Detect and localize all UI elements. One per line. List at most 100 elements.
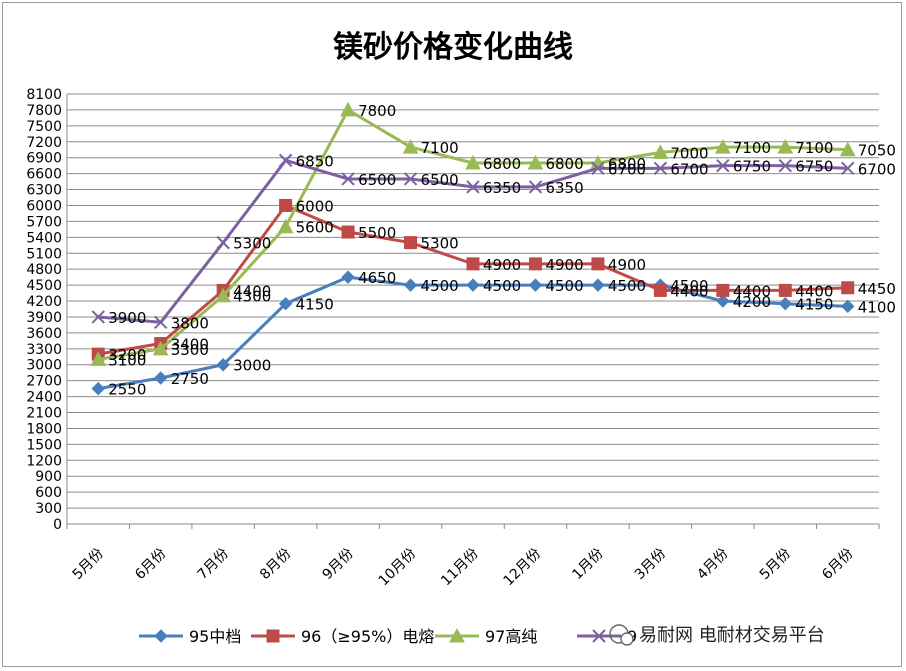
data-label: 6700: [608, 160, 646, 178]
data-point: [466, 180, 480, 194]
y-tick-label: 2400: [26, 390, 62, 406]
y-tick-label: 4500: [26, 278, 62, 294]
x-tick-label: 12月份: [501, 546, 545, 590]
gridlines: [66, 93, 879, 525]
data-label: 4900: [483, 256, 521, 274]
data-point: [402, 139, 419, 154]
data-point: [591, 257, 605, 271]
x-tick-label: 10月份: [376, 546, 420, 590]
x-axis-ticks: 5月份 6月份 7月份 8月份 9月份 10月份 11月份 12月份 1月份 3月份 4月份 5月份 6…: [66, 524, 880, 590]
data-point: [341, 172, 355, 186]
data-label: 4300: [233, 288, 271, 306]
data-label: 3200: [108, 346, 146, 364]
y-tick-label: 8100: [26, 87, 62, 103]
data-label: 5300: [233, 235, 271, 253]
data-point: [528, 180, 543, 194]
data-point: [215, 287, 231, 303]
legend-marker: [592, 629, 606, 643]
data-point: [341, 225, 355, 239]
y-tick-label: 300: [35, 501, 62, 517]
data-point: [153, 371, 168, 385]
y-tick-label: 3600: [26, 326, 62, 342]
data-label: 6750: [795, 158, 833, 176]
data-point: [778, 283, 792, 297]
x-tick-label: 6月份: [132, 546, 169, 583]
x-tick-label: 3月份: [632, 546, 669, 583]
y-tick-label: 3900: [26, 310, 62, 326]
data-label: 4200: [733, 293, 771, 311]
data-point: [466, 257, 480, 271]
data-label: 6000: [296, 197, 334, 215]
legend-marker: [154, 629, 168, 643]
x-tick-label: 5月份: [70, 546, 107, 583]
data-label: 6800: [545, 155, 583, 173]
data-label: 5600: [296, 219, 334, 237]
data-label: 4500: [545, 277, 583, 295]
line-chart: 镁砂价格变化曲线 0300600900120015001800210024002…: [26, 30, 896, 646]
data-label: 5300: [421, 235, 459, 253]
data-label: 7100: [795, 139, 833, 157]
x-tick-label: 11月份: [438, 546, 482, 590]
data-label: 5500: [358, 224, 396, 242]
data-label: 6700: [858, 160, 896, 178]
data-point: [841, 161, 855, 176]
legend-label: 95中档: [189, 627, 241, 646]
y-axis-ticks: 0300600900120015001800210024002700300033…: [26, 87, 62, 533]
data-point: [841, 281, 855, 295]
data-point: [652, 144, 669, 159]
watermark: 易耐网 电耐材交易平台: [609, 624, 825, 646]
y-tick-label: 600: [35, 485, 62, 501]
y-tick-label: 6900: [26, 151, 62, 167]
data-point: [278, 153, 293, 168]
data-label: 3300: [171, 341, 209, 359]
y-tick-label: 900: [35, 469, 62, 485]
data-point: [216, 235, 230, 250]
data-point: [839, 141, 856, 157]
data-point: [777, 139, 794, 154]
data-label: 6700: [670, 160, 708, 178]
data-label: 2550: [108, 381, 146, 399]
data-point: [841, 299, 855, 314]
data-label: 4900: [608, 256, 646, 274]
data-label: 3800: [171, 314, 209, 332]
y-tick-label: 6300: [26, 183, 62, 199]
data-label: 4100: [858, 298, 896, 316]
y-tick-label: 4800: [26, 262, 62, 278]
legend-marker: [449, 627, 465, 643]
y-tick-label: 7800: [26, 103, 62, 119]
x-tick-label: 6月份: [819, 546, 856, 583]
data-point: [91, 381, 105, 396]
data-point: [591, 278, 605, 292]
data-point: [152, 340, 169, 356]
x-tick-label: 7月份: [195, 546, 232, 583]
data-point: [527, 154, 544, 170]
y-tick-label: 3300: [26, 342, 62, 358]
y-tick-label: 1800: [26, 421, 62, 437]
data-label: 7100: [421, 139, 459, 157]
data-label: 4650: [358, 269, 396, 287]
data-label: 4500: [421, 277, 459, 295]
data-label: 3900: [108, 309, 146, 327]
x-tick-label: 1月份: [569, 546, 606, 583]
wechat-icon-bubble: [620, 632, 634, 646]
data-point: [653, 283, 667, 297]
data-label: 4450: [858, 280, 896, 298]
data-point: [153, 315, 168, 329]
legend-label: 96（≥95%）电熔: [301, 627, 434, 646]
data-label: 4400: [795, 282, 833, 300]
data-point: [403, 172, 418, 186]
y-tick-label: 2700: [26, 374, 62, 390]
data-point: [715, 139, 731, 154]
watermark-text: 易耐网 电耐材交易平台: [639, 625, 825, 646]
y-tick-label: 7200: [26, 135, 62, 151]
y-tick-label: 5400: [26, 230, 62, 246]
data-label: 4500: [483, 277, 521, 295]
y-tick-label: 2100: [26, 406, 62, 422]
data-point: [341, 270, 355, 284]
data-point: [91, 310, 105, 324]
data-label: 7100: [733, 139, 771, 157]
y-tick-label: 6000: [26, 198, 62, 214]
x-tick-label: 5月份: [757, 546, 794, 583]
data-label: 6500: [421, 171, 459, 189]
